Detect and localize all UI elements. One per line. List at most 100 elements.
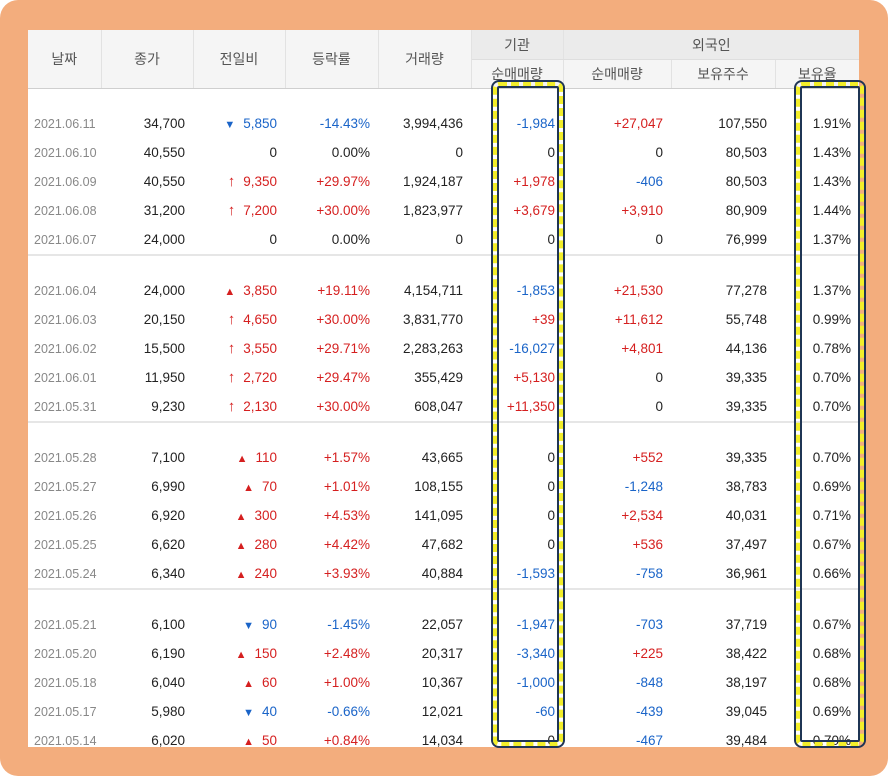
cell-fratio: 1.43% (812, 145, 852, 160)
cell-volume: 141,095 (414, 508, 463, 523)
change-value: 90 (261, 617, 277, 632)
cell-fratio: 0.71% (812, 508, 852, 523)
cell-fratio: 1.44% (812, 203, 852, 218)
cell-close: 31,200 (143, 203, 185, 218)
cell-close: 6,020 (151, 733, 185, 747)
cell-volume: 108,155 (414, 479, 463, 494)
cell-change: ▲ 110 (193, 443, 285, 472)
table-row[interactable]: 2021.05.18 6,040 ▲ 60 +1.00% 10,367 -1,000 -848… (28, 668, 859, 697)
cell-change: ↑ 9,350 (193, 167, 285, 196)
table-row[interactable]: 2021.05.21 6,100 ▼ 90 -1.45% 22,057 -1,947 -703… (28, 610, 859, 639)
table-row[interactable]: 2021.05.26 6,920 ▲ 300 +4.53% 141,095 0 +2,534 4… (28, 501, 859, 530)
table-row[interactable]: 2021.05.17 5,980 ▼ 40 -0.66% 12,021 -60 -439 39,… (28, 697, 859, 726)
cell-inst: 0 (547, 145, 555, 160)
cell-inst: +5,130 (513, 370, 555, 385)
header-rate[interactable]: 등락률 (285, 30, 379, 89)
cell-inst: +39 (532, 312, 555, 327)
cell-fratio: 0.67% (812, 537, 852, 552)
cell-rate: +29.97% (316, 174, 370, 189)
table-row[interactable]: 2021.05.20 6,190 ▲ 150 +2.48% 20,317 -3,340 +22… (28, 639, 859, 668)
cell-fratio: 0.70% (812, 370, 852, 385)
cell-inst: 0 (547, 537, 555, 552)
table-row[interactable]: 2021.05.31 9,230 ↑ 2,130 +30.00% 608,047 +11,3… (28, 392, 859, 422)
cell-fnet: +2,534 (621, 508, 663, 523)
cell-close: 9,230 (151, 399, 185, 414)
cell-volume: 12,021 (421, 704, 463, 719)
change-value: 3,550 (243, 341, 277, 356)
cell-change: ▲ 3,850 (193, 276, 285, 305)
cell-change: ▼ 40 (193, 697, 285, 726)
cell-close: 24,000 (143, 232, 185, 247)
cell-date: 2021.05.25 (34, 537, 97, 552)
table-row[interactable]: 2021.05.27 6,990 ▲ 70 +1.01% 108,155 0 -1,248 38… (28, 472, 859, 501)
cell-date: 2021.05.18 (34, 675, 97, 690)
cell-change: ▲ 150 (193, 639, 285, 668)
change-value: 9,350 (243, 174, 277, 189)
cell-date: 2021.05.27 (34, 479, 97, 494)
cell-date: 2021.06.02 (34, 341, 97, 356)
cell-close: 6,990 (151, 479, 185, 494)
cell-rate: +1.00% (323, 675, 370, 690)
cell-close: 15,500 (143, 341, 185, 356)
change-value: 4,650 (243, 312, 277, 327)
table-row[interactable]: 2021.06.03 20,150 ↑ 4,650 +30.00% 3,831,770 +3… (28, 305, 859, 334)
cell-change: ▲ 300 (193, 501, 285, 530)
triangle-up-icon: ▲ (235, 569, 247, 581)
triangle-up-icon: ▲ (235, 649, 247, 661)
header-foreign-holdings[interactable]: 보유주수 (671, 59, 776, 89)
cell-volume: 0 (455, 145, 463, 160)
upper-limit-arrow-icon: ↑ (227, 202, 236, 219)
cell-close: 5,980 (151, 704, 185, 719)
triangle-up-icon: ▲ (243, 736, 254, 747)
cell-volume: 3,831,770 (402, 312, 463, 327)
cell-close: 6,620 (151, 537, 185, 552)
cell-fratio: 0.70% (812, 733, 852, 747)
table-row[interactable]: 2021.05.28 7,100 ▲ 110 +1.57% 43,665 0 +552 39,3… (28, 443, 859, 472)
change-value: 60 (261, 675, 277, 690)
cell-fhold: 37,497 (725, 537, 767, 552)
table-row[interactable]: 2021.06.01 11,950 ↑ 2,720 +29.47% 355,429 +5,1… (28, 363, 859, 392)
cell-close: 40,550 (143, 145, 185, 160)
cell-fratio: 1.37% (812, 232, 852, 247)
cell-fnet: 0 (655, 399, 663, 414)
cell-date: 2021.05.26 (34, 508, 97, 523)
triangle-up-icon: ▲ (243, 678, 254, 690)
cell-change: ▲ 240 (193, 559, 285, 589)
table-row[interactable]: 2021.06.10 40,550 0 0.00% 0 0 0 80,503 1.43% (28, 138, 859, 167)
cell-inst: -1,853 (516, 283, 555, 298)
change-value: 70 (261, 479, 277, 494)
cell-fnet: -848 (635, 675, 663, 690)
upper-limit-arrow-icon: ↑ (227, 398, 236, 415)
triangle-up-icon: ▲ (235, 511, 247, 523)
table-row[interactable]: 2021.06.11 34,700 ▼ 5,850 -14.43% 3,994,436 -1… (28, 109, 859, 138)
cell-fhold: 38,783 (725, 479, 767, 494)
cell-fnet: -703 (635, 617, 663, 632)
header-date[interactable]: 날짜 (28, 30, 102, 89)
table-row[interactable]: 2021.05.14 6,020 ▲ 50 +0.84% 14,034 0 -467 39,48… (28, 726, 859, 747)
header-volume[interactable]: 거래량 (378, 30, 472, 89)
table-row[interactable]: 2021.05.25 6,620 ▲ 280 +4.42% 47,682 0 +536 37,4… (28, 530, 859, 559)
table-row[interactable]: 2021.06.04 24,000 ▲ 3,850 +19.11% 4,154,711 -1… (28, 276, 859, 305)
cell-fnet: +3,910 (621, 203, 663, 218)
header-change[interactable]: 전일비 (193, 30, 286, 89)
header-close[interactable]: 종가 (101, 30, 194, 89)
header-foreign-net[interactable]: 순매매량 (563, 59, 672, 89)
cell-fhold: 76,999 (725, 232, 767, 247)
table-row[interactable]: 2021.06.02 15,500 ↑ 3,550 +29.71% 2,283,263 -1… (28, 334, 859, 363)
header-foreign-ratio[interactable]: 보유율 (775, 59, 859, 89)
cell-close: 34,700 (143, 116, 185, 131)
change-value: 2,130 (243, 399, 277, 414)
header-institution-net[interactable]: 순매매량 (471, 59, 564, 89)
table-row[interactable]: 2021.05.24 6,340 ▲ 240 +3.93% 40,884 -1,593 -75… (28, 559, 859, 589)
cell-date: 2021.06.08 (34, 203, 97, 218)
table-row[interactable]: 2021.06.09 40,550 ↑ 9,350 +29.97% 1,924,187 +1… (28, 167, 859, 196)
cell-volume: 20,317 (421, 646, 463, 661)
change-value: 7,200 (243, 203, 277, 218)
cell-fhold: 55,748 (725, 312, 767, 327)
table-row[interactable]: 2021.06.08 31,200 ↑ 7,200 +30.00% 1,823,977 +3… (28, 196, 859, 225)
upper-limit-arrow-icon: ↑ (227, 340, 236, 357)
cell-inst: +11,350 (506, 399, 555, 414)
cell-inst: -1,984 (516, 116, 555, 131)
upper-limit-arrow-icon: ↑ (227, 173, 236, 190)
table-row[interactable]: 2021.06.07 24,000 0 0.00% 0 0 0 76,999 1.37% (28, 225, 859, 255)
